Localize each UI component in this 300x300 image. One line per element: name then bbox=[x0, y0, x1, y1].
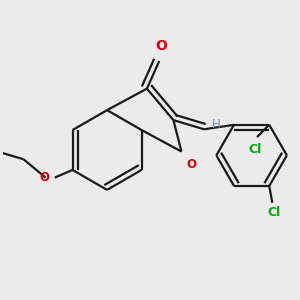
Text: Cl: Cl bbox=[267, 206, 280, 220]
Text: O: O bbox=[186, 158, 196, 171]
Text: Cl: Cl bbox=[249, 142, 262, 156]
Text: O: O bbox=[155, 39, 167, 53]
Text: H: H bbox=[212, 118, 220, 131]
Text: O: O bbox=[40, 171, 50, 184]
